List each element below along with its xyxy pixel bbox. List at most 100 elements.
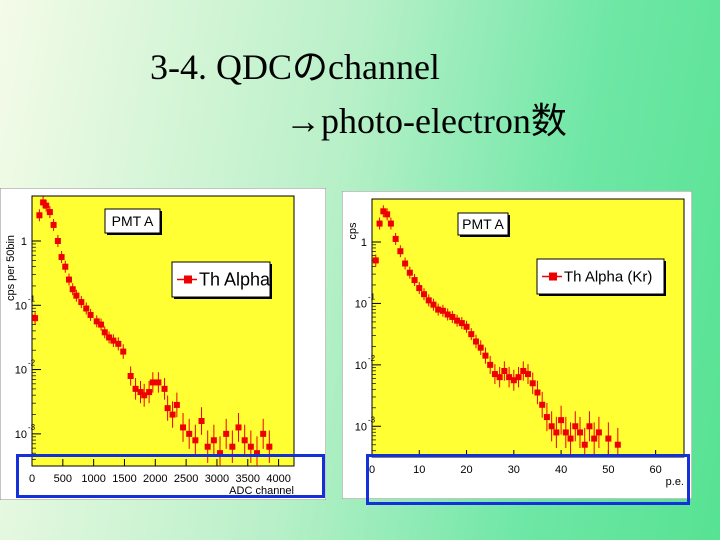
x-tick-label: 4000 [266, 473, 290, 485]
data-point [146, 389, 153, 396]
legend-label: Th Alpha (Kr) [564, 269, 652, 286]
data-point [132, 385, 139, 392]
data-point [595, 429, 602, 436]
data-point [372, 257, 379, 264]
data-point [539, 401, 546, 408]
data-point [614, 441, 621, 448]
data-point [482, 352, 489, 359]
data-point [477, 344, 484, 351]
slide-title-line1: 3-4. QDCのchannel [150, 47, 440, 87]
slide-title-line2: →photo-electron数 [285, 101, 567, 141]
data-point [444, 311, 451, 318]
data-point [430, 301, 437, 308]
data-point [110, 337, 117, 344]
data-point [468, 331, 475, 338]
data-point [169, 411, 176, 418]
data-point [266, 443, 273, 450]
x-tick-label: 0 [369, 464, 375, 476]
data-point [260, 430, 267, 437]
data-point [141, 392, 148, 399]
data-point [449, 313, 456, 320]
data-point [605, 435, 612, 442]
data-point [198, 418, 205, 424]
x-tick-label: 60 [650, 464, 662, 476]
data-point [62, 263, 69, 270]
right-x-axis-highlight-box [366, 454, 690, 505]
data-point [87, 311, 94, 318]
data-point [520, 368, 527, 374]
data-point [186, 430, 193, 437]
data-point [173, 401, 180, 408]
data-point [155, 379, 162, 386]
data-point [254, 450, 261, 457]
data-point [572, 423, 579, 430]
data-point [247, 443, 254, 450]
data-point [101, 329, 108, 336]
data-point [32, 315, 39, 322]
data-point [425, 297, 432, 304]
data-point [529, 380, 536, 387]
data-point [210, 437, 217, 444]
data-point [534, 389, 541, 396]
data-point [149, 379, 156, 386]
data-point [577, 429, 583, 436]
title-box [457, 212, 509, 236]
x-tick-label: 2000 [143, 473, 167, 485]
chart-title: PMT A [112, 213, 154, 229]
y-tick-label: 10 [355, 360, 367, 372]
x-tick-label: 0 [29, 473, 35, 485]
y-tick-exponent: -2 [28, 359, 36, 368]
y-axis-label: cps per 50bin [5, 235, 17, 301]
data-point [491, 371, 498, 378]
data-point [120, 348, 127, 355]
data-point [58, 254, 65, 261]
x-tick-label: 30 [508, 464, 520, 476]
data-point [98, 321, 105, 328]
data-point [397, 248, 404, 255]
data-point [229, 443, 236, 450]
y-tick-label: 10 [355, 421, 367, 433]
data-point [411, 277, 418, 284]
data-point [241, 437, 248, 444]
y-tick-label: 1 [361, 237, 367, 249]
y-tick-exponent: -3 [28, 423, 36, 432]
left-x-axis-highlight-box [16, 454, 325, 498]
y-tick-label: 10 [15, 429, 27, 441]
x-tick-label: 2500 [174, 473, 198, 485]
y-tick-label: 1 [21, 236, 27, 248]
data-point [235, 424, 242, 431]
x-tick-label: 50 [602, 464, 614, 476]
data-point [54, 238, 61, 244]
x-tick-label: 3500 [236, 473, 260, 485]
data-point [78, 299, 85, 306]
data-point [73, 292, 80, 299]
data-point [387, 220, 394, 227]
data-point [581, 441, 588, 448]
data-point [501, 368, 508, 374]
data-point [496, 374, 503, 381]
data-point [506, 374, 513, 381]
data-point [562, 429, 569, 436]
x-tick-label: 1000 [81, 473, 105, 485]
y-tick-exponent: -1 [368, 292, 376, 301]
data-point [454, 317, 461, 324]
title-box [104, 208, 161, 234]
data-point [223, 430, 230, 437]
data-point [93, 318, 100, 325]
data-point [510, 377, 517, 384]
data-point [376, 220, 383, 227]
data-point [384, 211, 391, 218]
data-point [65, 276, 72, 283]
data-point [558, 417, 565, 424]
right-plot-panel: 0 10 20 30 40 50 60 p.e. 1 10 -1 10 -2 10 -3 cps PMT A Th… [342, 191, 692, 499]
x-tick-label: 3000 [205, 473, 229, 485]
data-point [43, 202, 50, 209]
data-point [115, 340, 122, 347]
chart-title: PMT A [462, 216, 504, 232]
data-point [180, 424, 187, 431]
data-point [525, 371, 531, 378]
data-point [36, 212, 43, 219]
x-tick-label: 20 [460, 464, 472, 476]
